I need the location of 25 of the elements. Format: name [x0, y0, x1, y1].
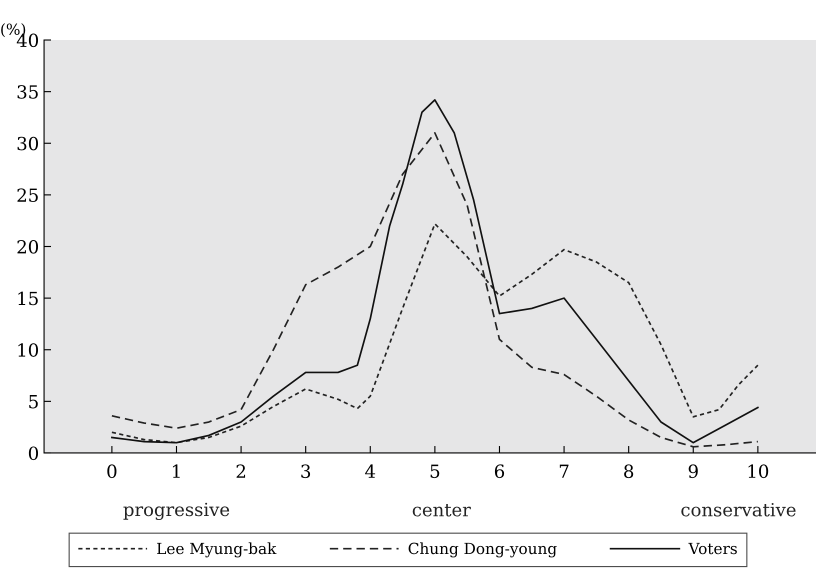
x-tick-label: 10	[748, 464, 768, 478]
x-tick-label: 2	[236, 464, 246, 478]
x-tick-label: 7	[560, 464, 569, 478]
x-tick-label: 8	[624, 464, 634, 478]
legend-label: Lee Myung-bak	[157, 542, 276, 558]
text: conservative	[681, 502, 796, 517]
legend-label: Chung Dong-young	[408, 542, 557, 558]
legend-label: Voters	[688, 542, 737, 554]
x-tick-label: 5	[430, 464, 440, 478]
y-tick-label: 30	[18, 136, 38, 150]
x-tick-label: 0	[107, 464, 116, 478]
text: center	[412, 504, 471, 517]
y-tick-label: 10	[18, 343, 38, 357]
y-tick-label: 25	[17, 188, 38, 202]
x-tick-label: 1	[172, 464, 180, 478]
x-tick-label: 4	[365, 464, 376, 478]
y-tick-label: 20	[17, 240, 38, 254]
x-tick-label: 9	[688, 464, 698, 478]
y-tick-label: 0	[28, 446, 38, 460]
y-tick-label: 5	[29, 395, 38, 408]
y-tick-label: 35	[18, 85, 38, 99]
text: progressive	[123, 502, 230, 520]
y-tick-label: 15	[18, 292, 38, 306]
x-tick-label: 3	[301, 464, 310, 478]
x-tick-label: 6	[494, 464, 504, 478]
